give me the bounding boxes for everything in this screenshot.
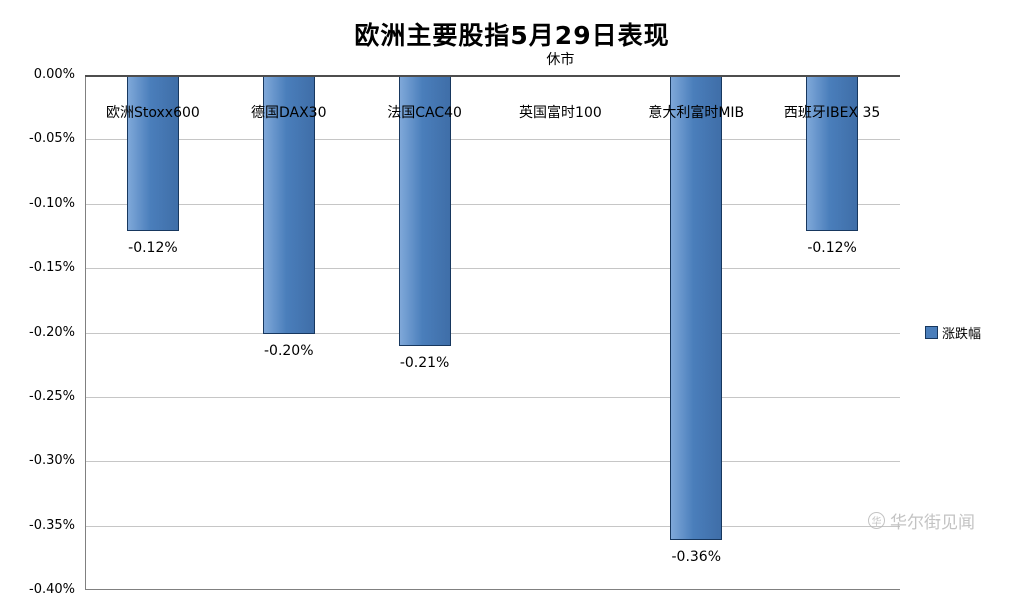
y-tick-label: -0.10%	[29, 195, 75, 211]
bar-value-label: -0.36%	[671, 548, 722, 565]
y-tick-label: -0.05%	[29, 131, 75, 147]
watermark-text: 华尔街见闻	[890, 513, 975, 533]
annotation-label: 休市	[546, 52, 575, 68]
gridline	[85, 461, 900, 463]
category-label: 英国富时100	[519, 105, 602, 121]
wscn-circle-logo-icon: 华	[868, 512, 885, 529]
bar-5	[670, 76, 723, 540]
category-label: 意大利富时MIB	[648, 105, 745, 121]
category-label: 德国DAX30	[250, 105, 327, 121]
y-tick-label: 0.00%	[33, 67, 75, 82]
gridline	[85, 525, 900, 527]
y-tick-label: -0.20%	[29, 324, 75, 340]
bar-3	[398, 76, 451, 347]
bar-value-label: -0.21%	[399, 355, 450, 372]
legend: 涨跌幅	[925, 323, 981, 342]
legend-label: 涨跌幅	[942, 327, 982, 342]
plot-area	[85, 75, 900, 590]
watermark: 华 华尔街见闻	[868, 508, 975, 533]
gridline	[85, 203, 900, 205]
chart-title: 欧洲主要股指5月29日表现	[354, 21, 670, 50]
zero-baseline	[85, 75, 900, 77]
gridline	[85, 332, 900, 334]
y-axis-line	[85, 75, 86, 590]
category-label: 西班牙IBEX 35	[783, 105, 881, 121]
bar-value-label: -0.12%	[128, 239, 178, 256]
y-tick-label: -0.40%	[29, 582, 75, 597]
bar-1	[126, 76, 179, 231]
y-tick-label: -0.35%	[29, 517, 75, 533]
y-tick-label: -0.15%	[29, 260, 75, 276]
bar-value-label: -0.12%	[807, 239, 857, 256]
gridline	[85, 268, 900, 270]
category-label: 法国CAC40	[387, 105, 462, 121]
bar-value-label: -0.20%	[263, 342, 314, 359]
gridline	[85, 139, 900, 141]
gridline	[85, 396, 900, 398]
bar-6	[806, 76, 859, 231]
category-label: 欧洲Stoxx600	[106, 105, 200, 121]
y-tick-label: -0.30%	[29, 453, 75, 469]
bar-2	[262, 76, 315, 334]
y-tick-label: -0.25%	[29, 388, 75, 404]
x-axis-bottom-line	[85, 589, 900, 590]
legend-swatch-icon	[925, 326, 938, 339]
